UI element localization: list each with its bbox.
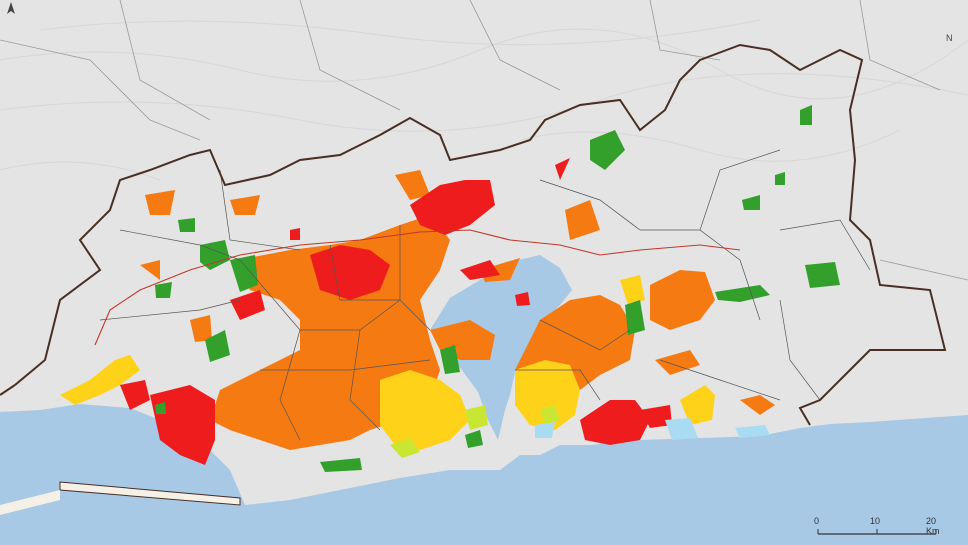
- class-light-blue-areas: [535, 418, 770, 440]
- scale-label-10: 10: [870, 516, 881, 526]
- class-gold-areas: [60, 275, 715, 450]
- north-arrow-icon: [7, 2, 15, 14]
- north-label: N: [946, 33, 953, 43]
- main-road: [94, 229, 741, 346]
- scale-label-0: 0: [814, 516, 820, 526]
- scale-bar: 0 10 20 Km: [800, 512, 950, 542]
- scale-label-20km: 20 Km: [926, 516, 940, 536]
- relief-texture: [0, 19, 968, 181]
- class-green-areas: [155, 105, 840, 472]
- scale-bar-graphic: [817, 529, 937, 535]
- metro-boundary: [14, 43, 947, 426]
- outer-municipal-lines: [0, 0, 968, 281]
- district-lines: [99, 149, 871, 441]
- western-lagoon: [0, 450, 40, 505]
- sea: [0, 255, 968, 545]
- guanabara-bay: [430, 255, 572, 440]
- class-yellow-green-areas: [390, 405, 560, 458]
- class-red-areas: [120, 158, 672, 465]
